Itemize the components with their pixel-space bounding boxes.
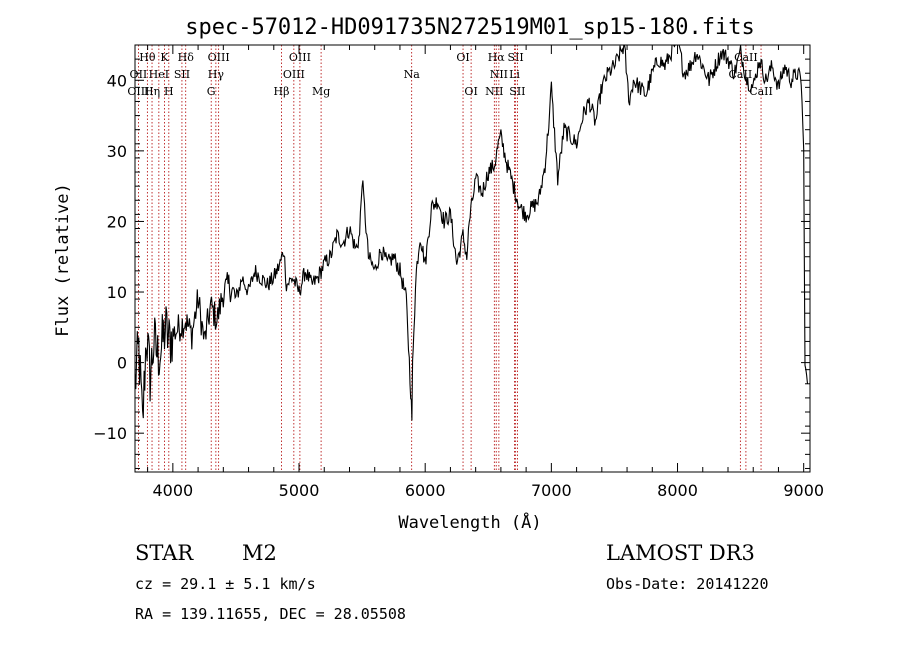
line-marker-label: HeI [149, 68, 169, 81]
line-marker-label: Hθ [139, 51, 156, 64]
line-marker-label: Hα [488, 51, 506, 64]
y-tick-label: 10 [107, 283, 127, 302]
line-marker-label: CaII [749, 85, 773, 98]
axis-ticks: 4000 5000 6000 7000 8000 9000 −10 0 10 20 30 40 [93, 44, 824, 500]
spectrum-line [134, 44, 809, 421]
line-marker-label: OIII [208, 51, 230, 64]
line-marker-label: OIII [127, 85, 149, 98]
y-tick-label: 0 [117, 354, 127, 373]
survey-label: LAMOST DR3 [606, 541, 755, 565]
line-marker-label: Hη [144, 85, 160, 98]
line-marker-label: Hγ [208, 68, 225, 81]
line-marker-label: CaII [734, 51, 758, 64]
line-marker-label: K [160, 51, 169, 64]
line-marker-label: SII [508, 51, 524, 64]
line-marker-label: H [164, 85, 174, 98]
subclass: M2 [242, 541, 277, 565]
obs-date: Obs-Date: 20141220 [606, 575, 769, 593]
y-tick-label: 20 [107, 212, 127, 231]
y-tick-label: −10 [93, 424, 127, 443]
x-tick-label: 5000 [279, 481, 320, 500]
y-tick-label: 30 [107, 142, 127, 161]
x-tick-label: 6000 [405, 481, 446, 500]
line-marker-label: OII [130, 68, 148, 81]
x-tick-label: 7000 [531, 481, 572, 500]
x-tick-label: 4000 [152, 481, 193, 500]
line-marker-label: NII [490, 68, 508, 81]
object-type: STAR [135, 541, 194, 565]
line-marker-label: Hδ [178, 51, 195, 64]
line-marker-label: SII [509, 85, 525, 98]
line-marker-label: OIII [283, 68, 305, 81]
y-tick-label: 40 [107, 71, 127, 90]
line-marker-label: Hβ [274, 85, 290, 98]
line-marker-label: OI [464, 85, 477, 98]
line-marker-label: OI [456, 51, 469, 64]
coordinates: RA = 139.11655, DEC = 28.05508 [135, 605, 406, 623]
redshift-readout: cz = 29.1 ± 5.1 km/s [135, 575, 316, 593]
line-marker-label: Li [509, 68, 520, 81]
x-tick-label: 9000 [783, 481, 824, 500]
x-axis-label: Wavelength (Å) [398, 511, 541, 533]
plot-frame [134, 44, 811, 473]
line-marker-label: G [207, 85, 216, 98]
x-tick-label: 8000 [657, 481, 698, 500]
line-marker-label: Mg [312, 85, 330, 98]
chart-title: spec-57012-HD091735N272519M01_sp15-180.f… [185, 15, 755, 40]
line-marker-label: NII [485, 85, 503, 98]
line-marker-label: Na [404, 68, 421, 81]
y-axis-label: Flux (relative) [53, 183, 73, 337]
line-marker-label: SII [174, 68, 190, 81]
line-marker-label: OIII [289, 51, 311, 64]
